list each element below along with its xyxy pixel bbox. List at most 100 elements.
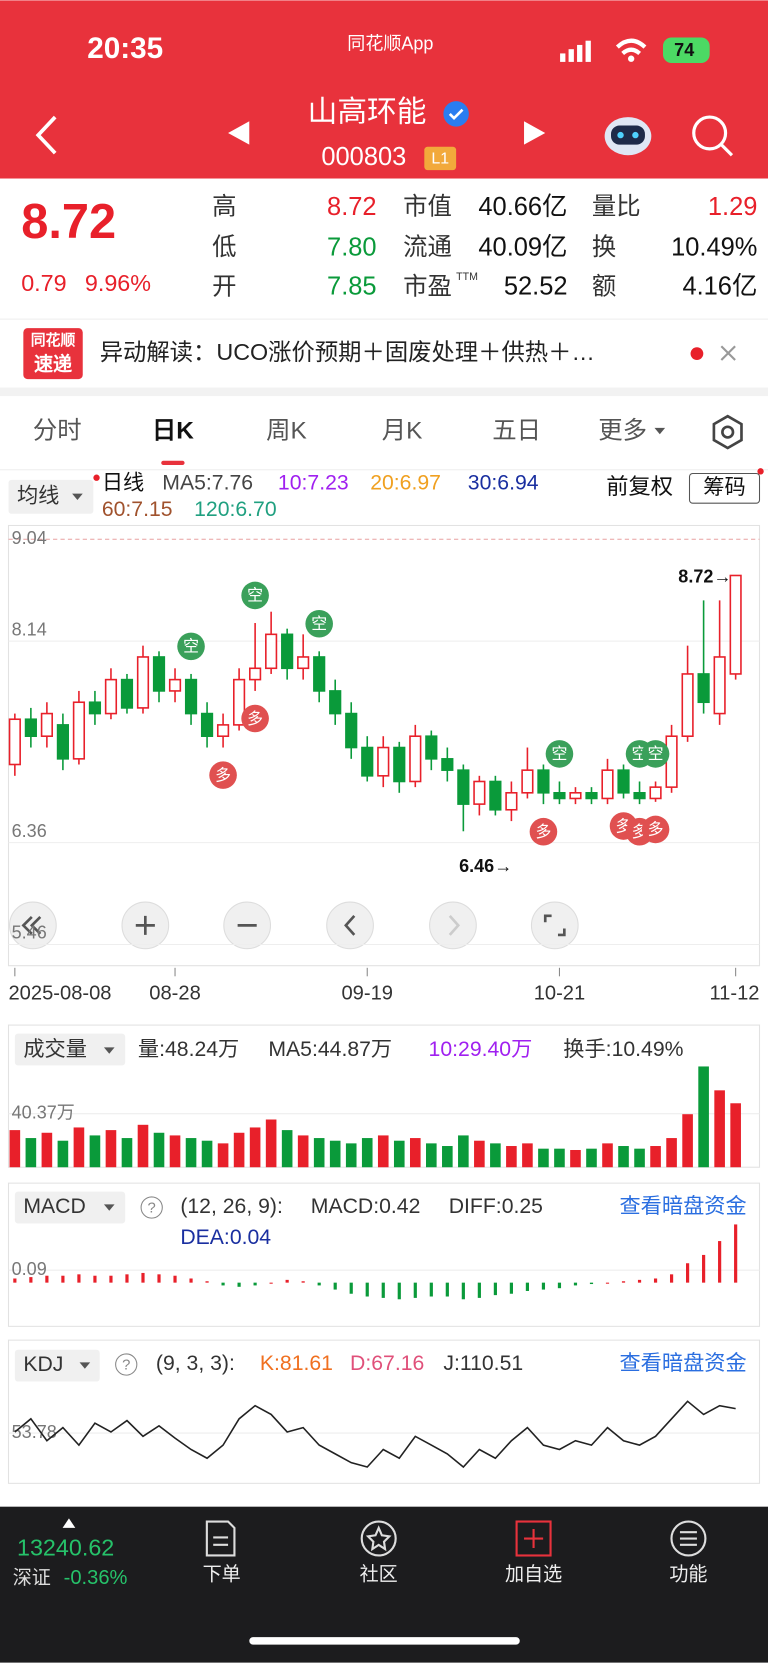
next-stock[interactable] [524,121,546,145]
kdj-link[interactable]: 查看暗盘资金 [619,1351,746,1375]
dropdown-arrow [103,1047,115,1054]
macd-stat: DEA:0.04 [180,1226,271,1249]
candle-body [345,712,358,749]
volume-bar [426,1143,437,1168]
volume-bar [105,1130,117,1168]
candle-body [120,678,134,709]
signal-label: 空 [551,745,567,763]
chips-button[interactable] [688,472,761,504]
volume-bar [458,1135,469,1168]
signal-label: 空 [311,615,327,633]
help-icon[interactable] [140,1196,163,1219]
y-tick-label: 0.09 [12,1259,47,1279]
tab[interactable]: 周K [266,418,307,445]
field-value: 7.80 [327,233,377,261]
volume-bar [9,1130,21,1168]
x-tick-label: 08-28 [149,983,201,1005]
tab[interactable]: 更多 [598,418,647,445]
macd-bar [445,1282,449,1297]
candle-body [537,769,550,794]
candle-body [409,735,422,783]
field-label: 额 [592,273,616,300]
tab[interactable]: 分时 [33,418,82,445]
field-sup: TTM [456,271,478,283]
volume-bar [714,1090,725,1168]
macd-stat: DIFF:0.25 [449,1195,543,1218]
macd-link[interactable]: 查看暗盘资金 [619,1194,746,1218]
volume-bar [506,1146,517,1168]
k-line [14,1400,736,1469]
candle-body [697,673,710,704]
macd-bar [45,1275,49,1283]
macd-selector[interactable] [14,1191,126,1224]
tab-underline [161,460,185,466]
index-name: 深证 [13,1567,51,1589]
candle-body [553,792,566,800]
macd-bar [718,1241,722,1283]
volume-bar [201,1140,213,1168]
candle-body [329,690,342,715]
field-value: 10.49% [671,233,757,261]
macd-frame [7,1182,761,1327]
candle-body [184,678,198,715]
candle-body [665,735,678,788]
candle-body [377,746,390,777]
macd-bar [77,1274,81,1283]
volume-bar [554,1148,565,1168]
field-label: 换 [592,234,616,261]
candle-body [313,656,326,692]
volume-bar [361,1138,373,1168]
y-tick-label: 40.37万 [12,1102,75,1122]
signal-label: 多 [648,821,664,839]
news-text[interactable]: 异动解读：UCO涨价预期＋固废处理＋供热＋… [100,339,595,365]
field-value: 52.52 [504,273,568,301]
candle-body [168,678,182,692]
volume-bar [393,1140,405,1168]
nav-item[interactable]: 社区 [360,1564,398,1586]
candle-body [393,746,406,783]
y-tick-label: 5.46 [12,923,47,943]
volume-selector[interactable] [14,1033,126,1066]
macd-bar [253,1282,257,1286]
volume-bar [89,1135,101,1168]
robot-button[interactable] [604,117,652,156]
kdj-selector[interactable] [14,1349,100,1382]
nav-item[interactable]: 功能 [669,1564,707,1586]
macd-bar [589,1282,594,1285]
volume-bar [377,1135,389,1168]
settings-button[interactable] [712,414,743,450]
search-button[interactable] [692,115,734,157]
index-value[interactable]: 13240.62 [17,1534,114,1560]
back-button[interactable] [35,115,57,155]
news-dot [690,347,704,360]
control-icons[interactable] [21,914,566,937]
macd-bar [285,1279,289,1283]
signal-label: 空 [648,745,664,763]
candle-body [649,786,662,800]
signal-icon [560,40,591,62]
news-logo-top: 同花顺 [31,331,76,349]
prev-stock[interactable] [228,121,250,145]
candle-body [249,667,262,681]
nav-item[interactable]: 加自选 [505,1564,562,1586]
tab[interactable]: 五日 [492,418,541,445]
field-label: 流通 [403,234,452,261]
tab[interactable]: 月K [382,418,423,445]
adjust[interactable]: 前复权 [606,474,673,499]
signal-badge [209,761,237,789]
tab[interactable]: 日K [152,418,194,445]
ma10: 10:7.23 [278,472,349,495]
news-close[interactable] [720,345,736,361]
status-app: 同花顺App [347,34,433,54]
ma-selector[interactable] [8,479,94,514]
signal-badge [241,581,269,610]
candle-body [88,701,102,715]
signal-badge [177,632,205,661]
macd-bar [461,1282,465,1300]
chart-controls [9,901,579,950]
help-icon[interactable] [115,1353,138,1376]
nav-item[interactable]: 下单 [203,1564,241,1586]
candle-body [216,724,230,738]
volume-bar [153,1132,165,1168]
ma5: MA5:7.76 [162,472,253,495]
